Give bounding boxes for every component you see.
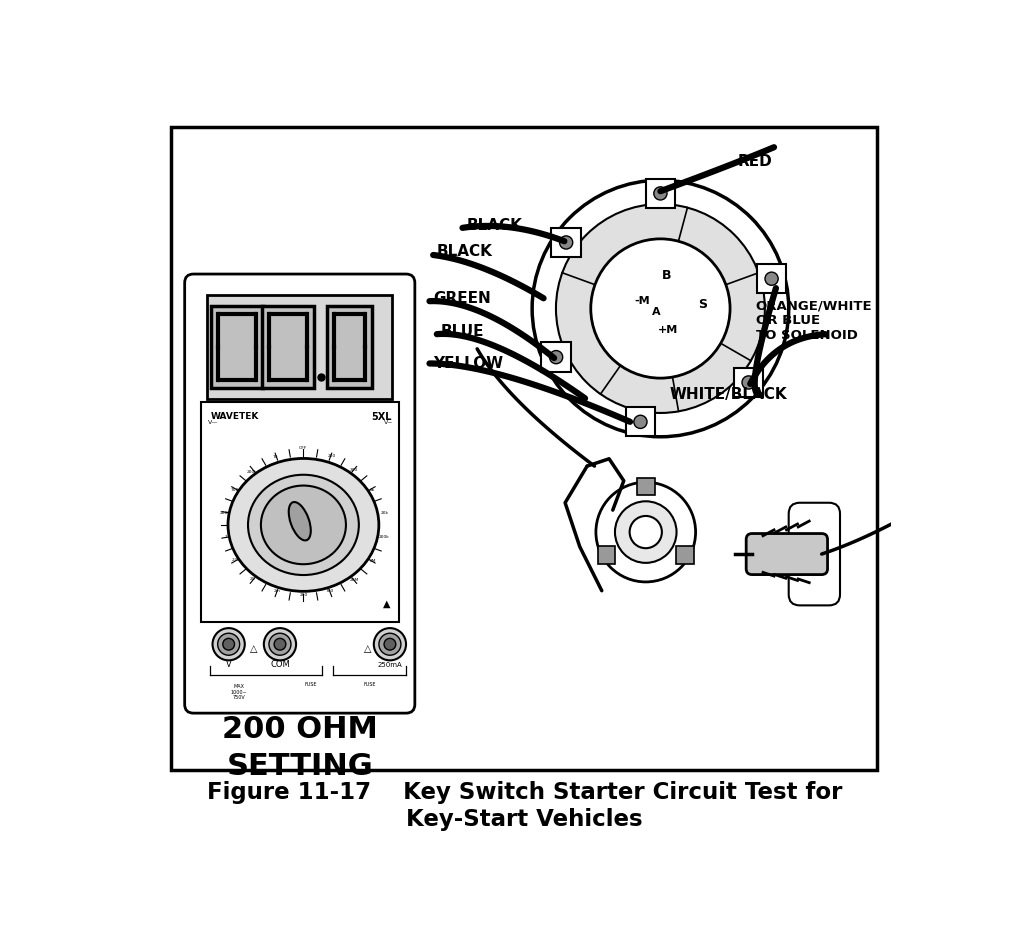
FancyBboxPatch shape	[328, 307, 372, 387]
Text: COM: COM	[270, 661, 290, 669]
Text: 2.5: 2.5	[231, 558, 239, 562]
FancyBboxPatch shape	[262, 307, 313, 387]
FancyBboxPatch shape	[734, 367, 763, 397]
Text: 700: 700	[326, 589, 334, 593]
Circle shape	[379, 633, 401, 655]
Circle shape	[269, 633, 291, 655]
Circle shape	[556, 204, 765, 413]
FancyBboxPatch shape	[211, 307, 263, 387]
Text: △: △	[250, 644, 257, 654]
Text: +M: +M	[657, 326, 678, 335]
Text: 700: 700	[230, 488, 239, 492]
Text: A: A	[652, 307, 662, 317]
Circle shape	[532, 180, 788, 437]
FancyBboxPatch shape	[637, 478, 654, 495]
Text: YELLOW: YELLOW	[433, 356, 503, 371]
Circle shape	[223, 639, 234, 650]
Text: Key-Start Vehicles: Key-Start Vehicles	[407, 808, 643, 831]
Text: BLACK: BLACK	[437, 244, 493, 259]
Text: 200: 200	[299, 593, 307, 597]
Text: 200k: 200k	[379, 535, 390, 540]
FancyBboxPatch shape	[646, 179, 675, 208]
Text: 20k: 20k	[380, 510, 388, 515]
Text: 2k: 2k	[370, 487, 375, 491]
Text: SETTING: SETTING	[226, 752, 373, 781]
Ellipse shape	[248, 475, 358, 575]
FancyBboxPatch shape	[542, 343, 570, 372]
Text: BLUE: BLUE	[440, 325, 484, 340]
Circle shape	[765, 272, 778, 286]
Circle shape	[264, 628, 296, 661]
Text: FUSE: FUSE	[304, 682, 317, 686]
Text: Figure 11-17    Key Switch Starter Circuit Test for: Figure 11-17 Key Switch Starter Circuit …	[207, 781, 843, 803]
Ellipse shape	[228, 459, 379, 591]
Text: BLACK: BLACK	[466, 218, 522, 233]
Circle shape	[559, 236, 572, 249]
Text: ▲: ▲	[383, 599, 390, 609]
FancyBboxPatch shape	[626, 407, 655, 437]
Text: V—: V—	[208, 421, 219, 426]
Text: B: B	[662, 269, 671, 282]
Text: 2m: 2m	[273, 589, 281, 593]
Text: WAVETEK: WAVETEK	[211, 412, 259, 422]
FancyBboxPatch shape	[757, 264, 786, 293]
Text: 25: 25	[250, 577, 255, 581]
Text: 20M: 20M	[349, 578, 359, 582]
FancyBboxPatch shape	[746, 533, 827, 575]
Text: 200k: 200k	[247, 469, 258, 473]
Text: 5XL: 5XL	[371, 412, 391, 422]
Circle shape	[596, 483, 695, 582]
Text: FUSE: FUSE	[364, 682, 376, 686]
Text: TO SOLENOID: TO SOLENOID	[756, 329, 857, 342]
Text: WHITE/BLACK: WHITE/BLACK	[670, 387, 787, 403]
Text: S: S	[698, 298, 708, 311]
Circle shape	[591, 239, 730, 378]
Circle shape	[384, 639, 396, 650]
Circle shape	[550, 350, 563, 364]
Text: V~: V~	[384, 421, 393, 426]
Circle shape	[615, 502, 677, 563]
FancyBboxPatch shape	[552, 228, 581, 257]
Circle shape	[374, 628, 407, 661]
FancyBboxPatch shape	[788, 503, 840, 605]
Text: 200 OHM: 200 OHM	[222, 715, 378, 744]
Text: OR BLUE: OR BLUE	[756, 314, 820, 327]
Text: ORANGE/WHITE: ORANGE/WHITE	[756, 300, 872, 313]
Circle shape	[634, 415, 647, 428]
Text: 2000: 2000	[220, 511, 231, 515]
FancyBboxPatch shape	[676, 546, 694, 564]
Circle shape	[742, 376, 755, 389]
Text: V: V	[225, 661, 231, 669]
Circle shape	[213, 628, 245, 661]
Ellipse shape	[289, 502, 311, 541]
FancyBboxPatch shape	[598, 546, 615, 564]
Circle shape	[218, 633, 240, 655]
Circle shape	[630, 516, 662, 548]
Text: OFF: OFF	[299, 446, 307, 450]
FancyBboxPatch shape	[184, 274, 415, 713]
Text: RED: RED	[737, 154, 772, 169]
Text: 1: 1	[224, 535, 227, 539]
Text: 200: 200	[328, 454, 336, 458]
FancyBboxPatch shape	[208, 295, 392, 399]
Text: 300: 300	[350, 467, 358, 472]
Text: MAX
1000~
750V: MAX 1000~ 750V	[230, 684, 247, 701]
FancyBboxPatch shape	[171, 127, 877, 770]
Circle shape	[653, 187, 667, 200]
Text: 2M: 2M	[370, 559, 377, 563]
Text: GREEN: GREEN	[433, 291, 490, 307]
Text: -M: -M	[634, 296, 650, 307]
Text: △: △	[365, 644, 372, 654]
Ellipse shape	[261, 486, 346, 565]
Circle shape	[274, 639, 286, 650]
FancyBboxPatch shape	[201, 403, 398, 622]
Text: 70: 70	[273, 455, 279, 460]
Text: 250mA: 250mA	[378, 662, 402, 667]
